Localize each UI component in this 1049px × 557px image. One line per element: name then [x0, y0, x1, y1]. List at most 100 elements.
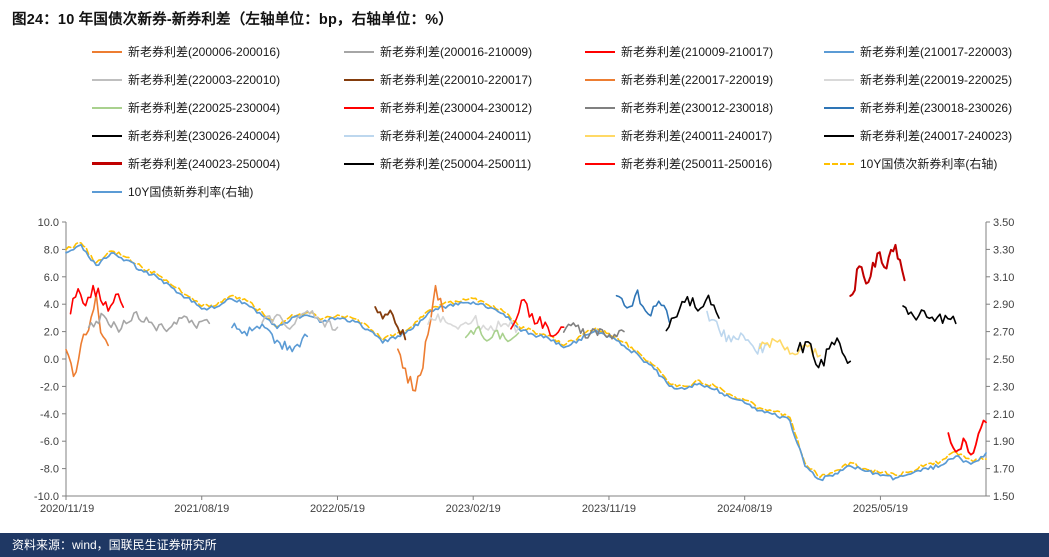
legend-item: 新老券利差(230004-230012) [344, 99, 581, 116]
y-axis-right-label: 1.70 [993, 464, 1014, 476]
legend-item: 新老券利差(230018-230026) [824, 99, 1049, 116]
series-spread-line [427, 313, 520, 334]
y-axis-left-label: -2.0 [40, 381, 59, 393]
legend-item: 新老券利差(250011-250016) [585, 155, 820, 172]
legend-item-label: 新老券利差(230004-230012) [380, 101, 533, 115]
legend-item-label: 新老券利差(220025-230004) [128, 101, 281, 115]
y-axis-left-label: 0.0 [44, 354, 59, 366]
legend-item: 10Y国债新券利率(右轴) [92, 183, 340, 200]
legend-item-label: 新老券利差(210009-210017) [621, 45, 774, 59]
legend-line-marker [92, 134, 122, 137]
y-axis-left-label: -4.0 [40, 409, 59, 421]
legend-line-marker [92, 162, 122, 165]
y-axis-right-label: 2.30 [993, 381, 1014, 393]
legend-item: 新老券利差(220025-230004) [92, 99, 340, 116]
y-axis-right-label: 2.90 [993, 299, 1014, 311]
series-spread-line [510, 298, 565, 337]
series-spread-line [231, 322, 309, 353]
figure-title: 图24：10 年国债次新券-新券利差（左轴单位：bp，右轴单位：%） [12, 12, 454, 28]
legend-item-label: 新老券利差(240023-250004) [128, 157, 281, 171]
legend-item-label: 新老券利差(220010-220017) [380, 73, 533, 87]
legend-line-marker [92, 190, 122, 193]
legend-item-label: 10Y国债新券利率(右轴) [128, 185, 254, 199]
legend-line-marker [344, 50, 374, 53]
y-axis-right-label: 2.50 [993, 354, 1014, 366]
legend-item-label: 新老券利差(220019-220025) [860, 73, 1013, 87]
legend-item-label: 新老券利差(210017-220003) [860, 45, 1013, 59]
x-axis-label: 2024/08/19 [717, 503, 772, 515]
y-axis-left-label: -10.0 [34, 491, 59, 503]
y-axis-right-label: 2.70 [993, 327, 1014, 339]
series-spread-line [562, 322, 625, 340]
legend-line-marker [92, 50, 122, 53]
legend-item: 新老券利差(240011-240017) [585, 127, 820, 144]
y-axis-left-label: 10.0 [38, 217, 59, 229]
series-spread-line [796, 337, 852, 369]
x-axis-label: 2023/11/19 [582, 503, 636, 515]
series-spread-line [69, 284, 125, 315]
legend-item-label: 新老券利差(200006-200016) [128, 45, 281, 59]
legend-item-label: 新老券利差(200016-210009) [380, 45, 533, 59]
series-spread-line [902, 305, 957, 325]
legend-item: 新老券利差(240017-240023) [824, 127, 1049, 144]
series-spread-line [87, 311, 211, 333]
y-axis-left-label: 6.0 [44, 272, 59, 284]
legend-line-marker [344, 162, 374, 165]
legend-line-marker [585, 134, 615, 137]
y-axis-left-label: 8.0 [44, 244, 59, 256]
series-spread-line [759, 337, 821, 358]
y-axis-right-label: 2.10 [993, 409, 1014, 421]
legend-item: 新老券利差(200006-200016) [92, 43, 340, 60]
legend-item-label: 新老券利差(240017-240023) [860, 129, 1013, 143]
legend-item-label: 新老券利差(240004-240011) [380, 129, 532, 143]
y-axis-left-label: 4.0 [44, 299, 59, 311]
legend-line-marker [824, 106, 854, 109]
legend-item-label: 新老券利差(220003-220010) [128, 73, 281, 87]
legend-item-label: 新老券利差(240011-240017) [621, 129, 773, 143]
legend-item: 10Y国债次新券利率(右轴) [824, 155, 1049, 172]
legend-item: 新老券利差(220010-220017) [344, 71, 581, 88]
legend-item: 新老券利差(220003-220010) [92, 71, 340, 88]
y-axis-right-label: 3.30 [993, 244, 1014, 256]
legend-item: 新老券利差(250004-250011) [344, 155, 581, 172]
legend-item: 新老券利差(240004-240011) [344, 127, 581, 144]
legend-item: 新老券利差(220019-220025) [824, 71, 1049, 88]
x-axis-label: 2021/08/19 [174, 503, 229, 515]
y-axis-left-label: -8.0 [40, 464, 59, 476]
legend-line-marker [585, 50, 615, 53]
source-bar: 资料来源：wind，国联民生证券研究所 [0, 533, 1049, 557]
legend-item: 新老券利差(230012-230018) [585, 99, 820, 116]
series-yield-line [65, 241, 987, 479]
legend-item-label: 新老券利差(230026-240004) [128, 129, 281, 143]
y-axis-left-label: 2.0 [44, 327, 59, 339]
legend-dashed-line-marker [824, 162, 854, 165]
y-axis-right-label: 1.90 [993, 436, 1014, 448]
legend-item: 新老券利差(230026-240004) [92, 127, 340, 144]
x-axis-label: 2023/02/19 [446, 503, 501, 515]
legend-item: 新老券利差(210017-220003) [824, 43, 1049, 60]
legend-line-marker [824, 78, 854, 81]
series-spread-line [615, 289, 671, 323]
legend-item: 新老券利差(210009-210017) [585, 43, 820, 60]
source-text: 资料来源：wind，国联民生证券研究所 [12, 538, 217, 552]
legend-line-marker [92, 106, 122, 109]
legend-item-label: 新老券利差(250004-250011) [380, 157, 532, 171]
y-axis-left-label: -6.0 [40, 436, 59, 448]
y-axis-right-label: 1.50 [993, 491, 1014, 503]
legend-item-label: 新老券利差(230012-230018) [621, 101, 774, 115]
legend-item: 新老券利差(200016-210009) [344, 43, 581, 60]
y-axis-right-label: 3.50 [993, 217, 1014, 229]
legend-line-marker [585, 106, 615, 109]
chart-legend: 新老券利差(200006-200016) 新老券利差(200016-210009)… [92, 43, 1049, 200]
series-yield-line [65, 243, 987, 482]
series-spread-line [65, 293, 109, 378]
legend-item-label: 10Y国债次新券利率(右轴) [860, 157, 998, 171]
series-spread-line [464, 325, 520, 343]
x-axis-label: 2020/11/19 [40, 503, 94, 515]
series-spread-line [374, 306, 407, 341]
legend-line-marker [585, 78, 615, 81]
legend-line-marker [92, 78, 122, 81]
series-spread-line [706, 310, 769, 355]
legend-item: 新老券利差(240023-250004) [92, 155, 340, 172]
